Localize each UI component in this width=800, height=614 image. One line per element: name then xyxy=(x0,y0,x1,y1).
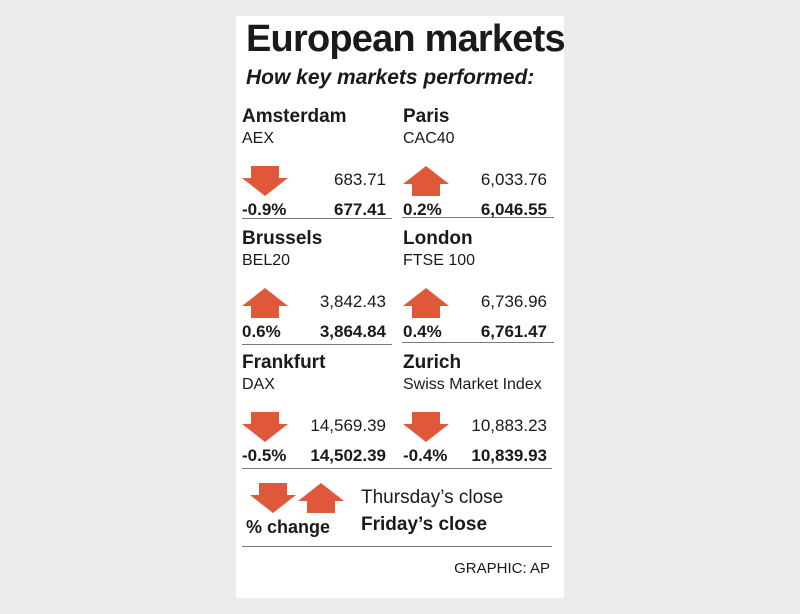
market-cell-brussels: Brussels BEL20 3,842.43 0.6% 3,864.84 xyxy=(242,228,392,348)
legend-current-close: Friday’s close xyxy=(361,514,488,535)
index-name: CAC40 xyxy=(403,130,455,147)
index-name: AEX xyxy=(242,130,275,147)
current-close: 10,839.93 xyxy=(471,446,547,465)
city-name: Paris xyxy=(403,106,450,127)
previous-close: 10,883.23 xyxy=(471,416,547,435)
divider xyxy=(242,218,392,219)
market-graphic: European markets How key markets perform… xyxy=(236,16,566,598)
down-arrow-icon xyxy=(250,483,296,513)
down-arrow-icon xyxy=(403,412,449,442)
down-arrow-icon xyxy=(242,166,288,196)
percent-change: -0.4% xyxy=(403,446,448,465)
city-name: Amsterdam xyxy=(242,106,347,127)
city-name: Frankfurt xyxy=(242,352,326,373)
market-cell-frankfurt: Frankfurt DAX 14,569.39 -0.5% 14,502.39 xyxy=(242,352,392,472)
divider xyxy=(402,342,554,343)
up-arrow-icon xyxy=(403,166,449,196)
market-cell-paris: Paris CAC40 6,033.76 0.2% 6,046.55 xyxy=(403,106,553,226)
percent-change: 0.6% xyxy=(242,322,281,341)
current-close: 677.41 xyxy=(334,200,386,219)
city-name: London xyxy=(403,228,473,249)
city-name: Zurich xyxy=(403,352,462,373)
divider xyxy=(242,468,552,469)
current-close: 6,046.55 xyxy=(480,200,547,219)
graphic-credit: GRAPHIC: AP xyxy=(454,560,550,577)
market-cell-london: London FTSE 100 6,736.96 0.4% 6,761.47 xyxy=(403,228,553,348)
current-close: 14,502.39 xyxy=(310,446,386,465)
market-cell-amsterdam: Amsterdam AEX 683.71 -0.9% 677.41 xyxy=(242,106,392,226)
up-arrow-icon xyxy=(298,483,344,513)
graphic-title: European markets xyxy=(246,18,566,60)
down-arrow-icon xyxy=(242,412,288,442)
up-arrow-icon xyxy=(403,288,449,318)
previous-close: 14,569.39 xyxy=(310,416,386,435)
percent-change: -0.9% xyxy=(242,200,287,219)
divider xyxy=(242,344,392,345)
index-name: DAX xyxy=(242,376,275,393)
legend-percent-change: % change xyxy=(246,517,331,537)
up-arrow-icon xyxy=(242,288,288,318)
city-name: Brussels xyxy=(242,228,323,249)
index-name: BEL20 xyxy=(242,252,291,269)
market-cell-zurich: Zurich Swiss Market Index 10,883.23 -0.4… xyxy=(403,352,553,472)
legend-previous-close: Thursday’s close xyxy=(361,487,504,508)
percent-change: 0.2% xyxy=(403,200,442,219)
divider xyxy=(402,217,554,218)
previous-close: 6,736.96 xyxy=(480,292,547,311)
previous-close: 6,033.76 xyxy=(480,170,547,189)
current-close: 6,761.47 xyxy=(480,322,547,341)
graphic-subtitle: How key markets performed: xyxy=(246,66,535,89)
index-name: FTSE 100 xyxy=(403,252,476,269)
previous-close: 3,842.43 xyxy=(319,292,386,311)
divider xyxy=(242,546,552,547)
previous-close: 683.71 xyxy=(334,170,386,189)
current-close: 3,864.84 xyxy=(319,322,386,341)
index-name: Swiss Market Index xyxy=(403,376,542,393)
percent-change: -0.5% xyxy=(242,446,287,465)
percent-change: 0.4% xyxy=(403,322,442,341)
